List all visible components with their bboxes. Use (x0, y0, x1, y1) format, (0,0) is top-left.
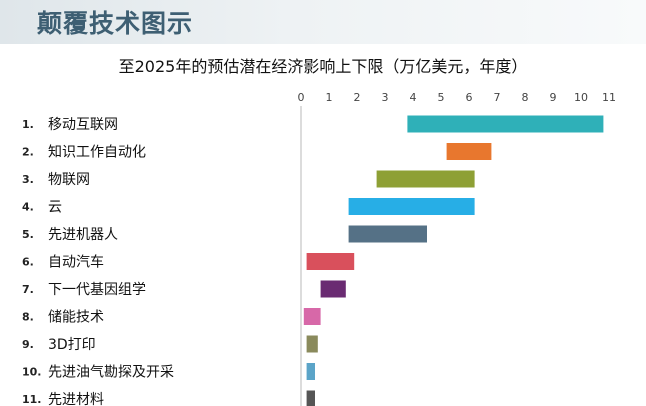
range-bar (407, 115, 604, 133)
category-label: 先进油气勘探及开采 (48, 365, 174, 381)
category-number: 4. (22, 201, 34, 214)
category-number: 1. (22, 118, 34, 131)
x-tick-label: 7 (494, 91, 501, 104)
category-label: 物联网 (48, 172, 90, 188)
range-bar (306, 335, 318, 353)
x-tick-label: 11 (602, 91, 616, 104)
x-tick-label: 3 (382, 91, 389, 104)
category-number: 8. (22, 311, 34, 324)
category-number: 11. (22, 393, 42, 406)
chart-title: 至2025年的预估潜在经济影响上下限（万亿美元，年度） (118, 57, 528, 76)
x-tick-label: 10 (574, 91, 588, 104)
category-label: 储能技术 (48, 310, 104, 326)
page-title: 颠覆技术图示 (37, 9, 194, 38)
category-label: 先进机器人 (48, 227, 118, 243)
range-bar (303, 308, 321, 325)
category-label: 3D打印 (48, 336, 96, 353)
range-bar (348, 198, 475, 215)
category-number: 6. (22, 256, 34, 269)
x-tick-label: 8 (522, 91, 529, 104)
category-number: 10. (22, 366, 42, 379)
range-bar (306, 363, 315, 380)
category-label: 自动汽车 (48, 254, 104, 271)
category-label: 先进材料 (48, 392, 104, 406)
category-label: 云 (48, 200, 62, 216)
header-band: 颠覆技术图示 (0, 0, 646, 44)
x-tick-label: 0 (298, 91, 305, 104)
x-tick-label: 2 (354, 91, 361, 104)
x-tick-label: 4 (410, 91, 417, 104)
range-bar (446, 143, 492, 160)
range-bar (320, 280, 346, 298)
x-tick-label: 6 (466, 91, 473, 104)
category-label: 移动互联网 (48, 117, 118, 133)
x-tick-label: 1 (326, 91, 333, 104)
range-bar (376, 170, 475, 188)
range-bar (306, 253, 355, 270)
category-number: 7. (22, 283, 34, 296)
x-tick-label: 9 (550, 91, 557, 104)
category-number: 2. (22, 146, 34, 159)
category-label: 知识工作自动化 (48, 144, 146, 161)
category-label: 下一代基因组学 (48, 281, 146, 298)
category-number: 5. (22, 228, 34, 241)
x-tick-label: 5 (438, 91, 445, 104)
category-number: 9. (22, 338, 34, 351)
category-number: 3. (22, 173, 34, 186)
range-bar (348, 225, 427, 243)
range-bar (306, 390, 315, 406)
